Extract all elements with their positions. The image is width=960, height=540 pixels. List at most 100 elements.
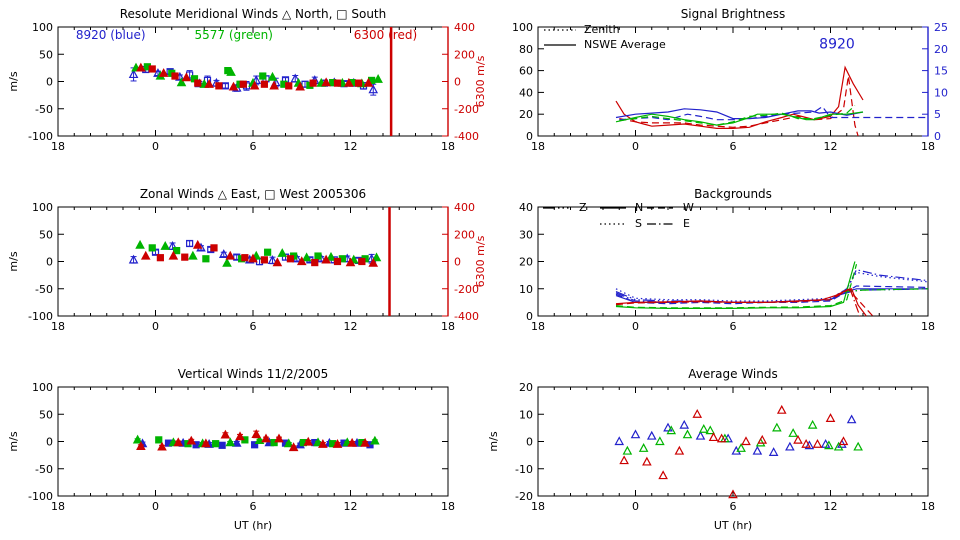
- y-tick-label: 50: [39, 228, 53, 241]
- marker-square: [186, 239, 194, 248]
- marker-square: [148, 244, 156, 252]
- right-axis-title: 6300 m/s: [474, 235, 487, 287]
- y-axis-title: m/s: [7, 431, 20, 451]
- marker-square: [218, 441, 226, 449]
- marker-triangle: [658, 470, 668, 480]
- y-tick-label: -100: [28, 130, 53, 143]
- marker-triangle: [682, 429, 693, 439]
- x-tick-label: 12: [824, 140, 838, 153]
- marker-triangle: [176, 77, 187, 87]
- x-tick-label: 18: [531, 140, 545, 153]
- right-tick-label: 400: [454, 21, 475, 34]
- marker-triangle: [269, 80, 279, 90]
- marker-square: [358, 257, 366, 266]
- y-tick-label: 40: [519, 201, 533, 214]
- data-line: [615, 65, 864, 129]
- y-tick-label: -50: [35, 103, 53, 116]
- y-tick-label: 20: [519, 256, 533, 269]
- right-tick-label: -400: [454, 310, 479, 323]
- x-axis-title: UT (hr): [234, 519, 272, 532]
- marker-square: [215, 82, 223, 90]
- marker-triangle: [368, 84, 379, 94]
- marker-triangle: [295, 81, 305, 91]
- marker-triangle: [619, 455, 629, 465]
- marker-square: [192, 441, 200, 449]
- y-tick-label: -20: [515, 490, 533, 503]
- marker-triangle: [812, 438, 823, 448]
- marker-square: [260, 80, 268, 88]
- y-tick-label: 100: [512, 21, 533, 34]
- marker-square: [260, 256, 268, 264]
- marker-triangle: [692, 408, 703, 418]
- y-tick-label: 80: [519, 43, 533, 56]
- marker-triangle: [225, 250, 236, 260]
- right-tick-label: 5: [934, 108, 941, 121]
- y-tick-label: 100: [32, 21, 53, 34]
- panel-title: Vertical Winds 11/2/2005: [178, 367, 329, 381]
- marker-triangle: [757, 434, 768, 444]
- marker-square: [333, 257, 342, 266]
- series-red-6300: [136, 429, 370, 452]
- marker-triangle: [204, 78, 214, 88]
- x-tick-label: 18: [51, 140, 65, 153]
- x-tick-label: 18: [441, 320, 455, 333]
- inline-label: 8920: [819, 36, 855, 52]
- marker-triangle: [218, 249, 229, 259]
- legend-label: E: [683, 217, 690, 230]
- x-axis-title: UT (hr): [714, 519, 752, 532]
- marker-triangle: [347, 437, 357, 447]
- marker-square: [148, 65, 156, 73]
- y-axis-title: m/s: [487, 431, 500, 451]
- marker-triangle: [752, 445, 763, 455]
- right-tick-label: -200: [454, 283, 479, 296]
- marker-triangle: [274, 433, 284, 443]
- x-tick-label: 0: [632, 500, 639, 513]
- series-green-5577-b: [615, 264, 858, 309]
- right-tick-label: 10: [934, 86, 948, 99]
- series-blue-8920-zenith: [619, 105, 928, 121]
- marker-triangle: [267, 71, 278, 81]
- marker-triangle: [188, 250, 198, 260]
- marker-triangle: [140, 250, 151, 260]
- marker-triangle: [345, 257, 356, 267]
- marker-triangle: [222, 257, 232, 267]
- marker-triangle: [301, 252, 312, 262]
- series-red-6300: [619, 404, 849, 499]
- marker-square: [264, 248, 272, 256]
- right-tick-label: 0: [454, 76, 461, 89]
- marker-square: [210, 244, 218, 252]
- marker-triangle: [344, 77, 354, 87]
- marker-triangle: [288, 442, 299, 452]
- marker-triangle: [128, 69, 139, 79]
- series-blue-S-8920: [615, 271, 929, 302]
- marker-square: [270, 438, 278, 447]
- marker-triangle: [371, 252, 382, 262]
- right-tick-label: -200: [454, 103, 479, 116]
- inline-label: 5577 (green): [195, 28, 273, 42]
- data-line: [619, 75, 859, 137]
- legend-label: N: [635, 201, 643, 214]
- marker-triangle: [804, 440, 815, 450]
- series-red-6300-nswe: [615, 65, 864, 129]
- marker-triangle: [167, 240, 178, 250]
- series-blue-8920: [614, 414, 857, 456]
- marker-square: [212, 440, 220, 448]
- marker-triangle: [853, 441, 863, 451]
- marker-triangle: [728, 489, 738, 499]
- y-tick-label: 30: [519, 228, 533, 241]
- marker-triangle: [157, 441, 167, 451]
- marker-triangle: [220, 429, 231, 439]
- marker-triangle: [741, 436, 751, 446]
- x-tick-label: 18: [441, 500, 455, 513]
- marker-triangle: [249, 80, 260, 90]
- marker-triangle: [321, 77, 331, 87]
- series-blue-E-8920: [615, 269, 929, 304]
- series-red-6300-c: [835, 287, 861, 317]
- legend-label: Z: [579, 201, 587, 214]
- data-line: [619, 105, 928, 121]
- data-line: [615, 271, 929, 302]
- marker-triangle: [801, 438, 811, 448]
